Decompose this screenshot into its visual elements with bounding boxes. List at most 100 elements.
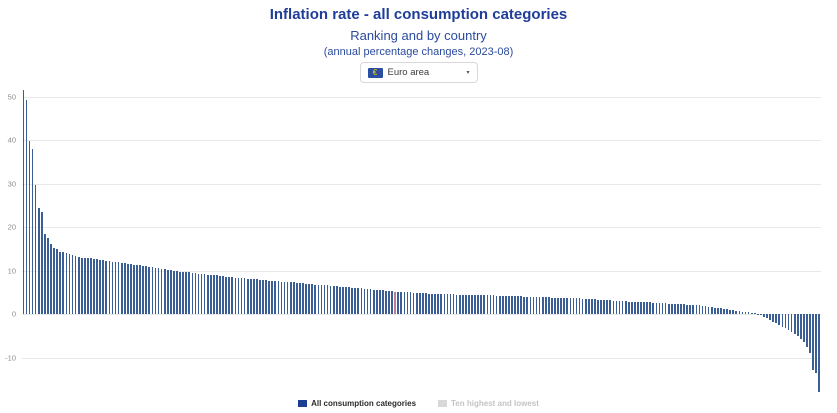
bar[interactable] [108,261,111,315]
bar[interactable] [606,300,609,315]
bar[interactable] [397,291,400,315]
bar[interactable] [649,302,652,315]
bar[interactable] [90,258,92,315]
bar[interactable] [111,261,114,315]
bar[interactable] [228,277,231,315]
bar[interactable] [83,258,86,315]
bar[interactable] [618,300,621,315]
bar[interactable] [569,298,572,315]
bar[interactable] [449,294,452,315]
bar[interactable] [726,309,728,315]
bar[interactable] [492,295,495,315]
bar[interactable] [747,312,750,315]
bar[interactable] [735,310,738,315]
bar[interactable] [440,294,443,315]
bar[interactable] [283,281,286,315]
bar[interactable] [683,304,685,315]
bar[interactable] [720,308,722,315]
bar[interactable] [182,271,184,315]
bar[interactable] [508,295,510,315]
bar[interactable] [206,274,209,315]
bar[interactable] [225,276,227,315]
bar[interactable] [461,294,464,315]
bar[interactable] [68,254,71,315]
bar[interactable] [514,296,516,315]
bar[interactable] [717,308,719,315]
bar[interactable] [412,292,415,315]
bar[interactable] [418,292,421,315]
bar[interactable] [609,300,612,315]
bar[interactable] [302,283,304,315]
bar[interactable] [256,279,258,315]
bar[interactable] [655,302,658,315]
bar[interactable] [677,304,679,315]
bar[interactable] [581,298,584,315]
bar[interactable] [314,284,317,315]
bar[interactable] [557,297,559,315]
bar[interactable] [326,285,329,315]
area-select-dropdown[interactable]: € Euro area ▾ [359,62,478,83]
bar[interactable] [345,287,347,315]
bar[interactable] [375,289,378,315]
bar[interactable] [781,314,784,327]
bar[interactable] [133,264,135,315]
bar[interactable] [612,300,615,315]
bar[interactable] [47,237,49,315]
bar[interactable] [710,307,713,315]
bar[interactable] [77,256,80,315]
bar[interactable] [529,296,532,315]
bar[interactable] [575,298,578,315]
bar[interactable] [815,314,818,374]
bar[interactable] [578,298,581,315]
bar[interactable] [673,303,676,315]
bar[interactable] [154,267,157,315]
bar[interactable] [799,314,802,339]
bar[interactable] [600,299,602,315]
bar[interactable] [114,261,117,315]
bar[interactable] [22,89,25,315]
bar[interactable] [271,280,274,315]
bar[interactable] [692,304,695,315]
bar[interactable] [280,281,283,315]
bar[interactable] [664,303,667,315]
bar[interactable] [793,314,796,335]
bar[interactable] [170,270,172,315]
bar[interactable] [729,309,731,315]
bar[interactable] [504,295,507,315]
bar[interactable] [686,304,688,315]
bar[interactable] [458,294,461,315]
bar[interactable] [139,265,141,315]
bar[interactable] [766,314,768,319]
bar[interactable] [265,280,267,315]
bar[interactable] [329,285,332,315]
bar[interactable] [544,297,547,315]
bar[interactable] [240,278,243,315]
bar[interactable] [769,314,771,321]
bar[interactable] [351,287,353,315]
bar[interactable] [750,312,753,315]
bar[interactable] [120,262,123,315]
bar[interactable] [701,305,704,315]
bar[interactable] [296,282,298,315]
bar[interactable] [790,314,793,333]
bar[interactable] [292,282,295,315]
bar[interactable] [772,314,775,322]
bar[interactable] [741,311,744,315]
bar[interactable] [308,283,310,315]
bar[interactable] [763,314,765,317]
bar[interactable] [594,299,596,315]
bar[interactable] [166,269,169,315]
bar[interactable] [216,275,218,315]
bar[interactable] [332,285,335,315]
bar[interactable] [437,293,440,315]
bar[interactable] [732,310,735,315]
bar[interactable] [744,311,747,315]
bar[interactable] [452,294,455,315]
bar[interactable] [643,302,645,315]
bar[interactable] [277,281,280,315]
bar[interactable] [591,299,593,315]
bar[interactable] [289,282,292,315]
bar[interactable] [551,297,553,315]
bar[interactable] [707,306,710,315]
bar[interactable] [812,314,814,371]
